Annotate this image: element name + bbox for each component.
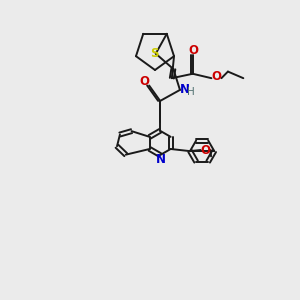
- Text: N: N: [156, 152, 166, 166]
- Text: S: S: [151, 47, 159, 60]
- Text: N: N: [180, 83, 190, 96]
- Text: O: O: [189, 44, 199, 57]
- Text: H: H: [187, 87, 195, 97]
- Text: O: O: [212, 70, 221, 83]
- Text: O: O: [139, 75, 149, 88]
- Text: O: O: [200, 143, 211, 157]
